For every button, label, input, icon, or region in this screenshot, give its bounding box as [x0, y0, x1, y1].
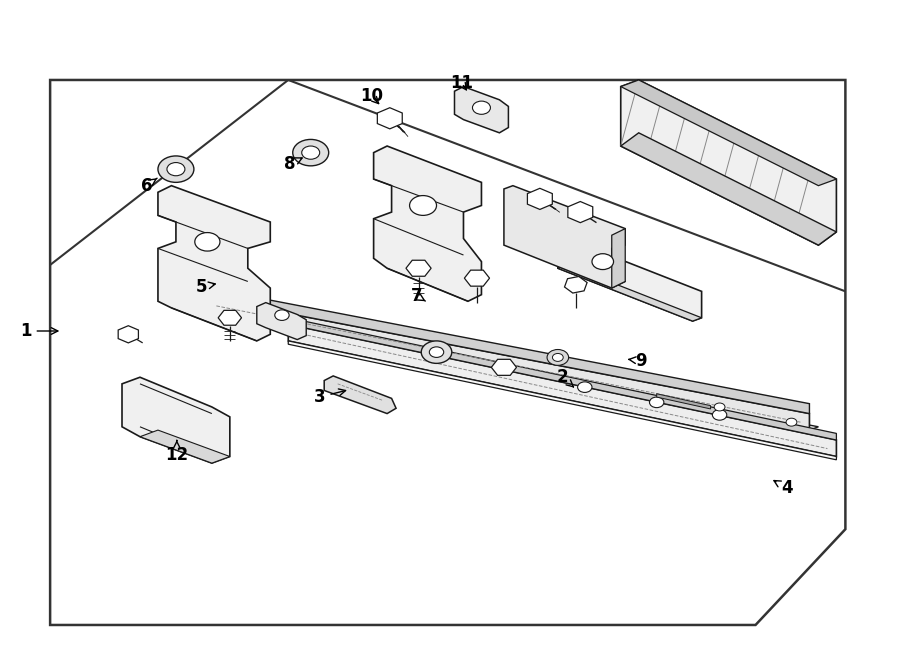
Circle shape: [158, 156, 194, 182]
Text: 5: 5: [196, 278, 215, 296]
Circle shape: [302, 146, 319, 160]
Polygon shape: [324, 376, 396, 414]
Polygon shape: [564, 277, 587, 293]
Polygon shape: [158, 185, 270, 341]
Circle shape: [166, 163, 184, 175]
Polygon shape: [621, 133, 836, 245]
Polygon shape: [122, 377, 230, 463]
Polygon shape: [568, 201, 593, 222]
Circle shape: [292, 140, 328, 166]
Text: 12: 12: [166, 441, 188, 464]
Polygon shape: [50, 80, 845, 625]
Polygon shape: [612, 228, 625, 288]
Circle shape: [472, 101, 490, 115]
Text: 9: 9: [629, 352, 646, 370]
Polygon shape: [621, 80, 836, 185]
Polygon shape: [621, 80, 836, 245]
Circle shape: [592, 254, 614, 269]
Polygon shape: [464, 270, 490, 286]
Circle shape: [421, 341, 452, 363]
Circle shape: [274, 310, 289, 320]
Text: 11: 11: [450, 74, 473, 92]
Polygon shape: [377, 108, 402, 129]
Polygon shape: [406, 260, 431, 276]
Circle shape: [194, 232, 220, 251]
Circle shape: [786, 418, 796, 426]
Polygon shape: [558, 238, 702, 321]
Circle shape: [715, 403, 725, 411]
Polygon shape: [140, 430, 230, 463]
Polygon shape: [657, 394, 711, 409]
Circle shape: [578, 382, 592, 393]
Polygon shape: [118, 326, 139, 343]
Polygon shape: [558, 265, 702, 321]
Polygon shape: [288, 324, 836, 457]
Polygon shape: [454, 87, 508, 133]
Polygon shape: [491, 359, 517, 375]
Text: 2: 2: [556, 368, 573, 387]
Text: 4: 4: [774, 479, 793, 497]
Polygon shape: [207, 298, 809, 430]
Circle shape: [547, 350, 569, 365]
Text: 1: 1: [20, 322, 58, 340]
Polygon shape: [256, 303, 306, 340]
Text: 6: 6: [140, 177, 158, 195]
Text: 7: 7: [411, 287, 426, 305]
Polygon shape: [527, 188, 553, 209]
Circle shape: [650, 397, 664, 408]
Polygon shape: [288, 341, 836, 460]
Circle shape: [553, 354, 563, 361]
Circle shape: [713, 410, 727, 420]
Circle shape: [410, 195, 436, 215]
Polygon shape: [504, 185, 626, 288]
Circle shape: [429, 347, 444, 357]
Polygon shape: [207, 288, 809, 414]
Text: 3: 3: [314, 388, 346, 406]
Polygon shape: [374, 146, 482, 301]
Text: 10: 10: [360, 87, 383, 105]
Polygon shape: [218, 310, 241, 325]
Polygon shape: [207, 311, 818, 430]
Text: 8: 8: [284, 155, 302, 173]
Polygon shape: [288, 318, 836, 440]
